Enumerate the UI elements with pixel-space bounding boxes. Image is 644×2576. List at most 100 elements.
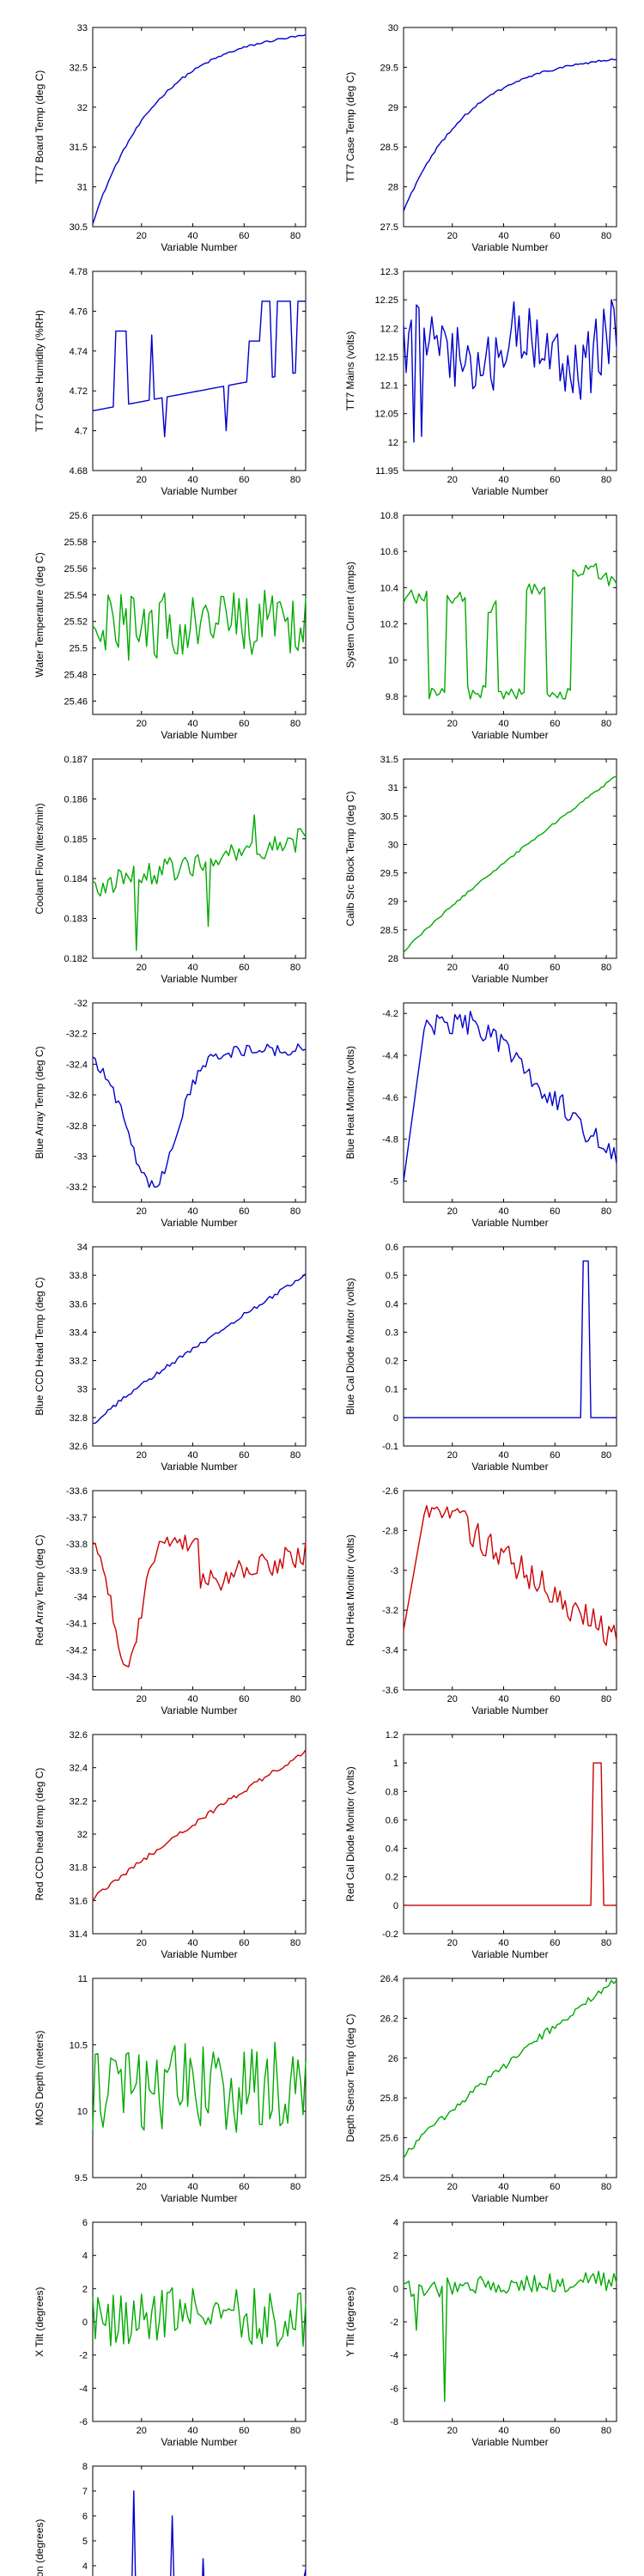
x-axis-label: Variable Number — [471, 1704, 548, 1716]
y-tick-label: 6 — [82, 2512, 88, 2522]
x-tick-label: 80 — [601, 719, 611, 729]
y-tick-label: 0 — [393, 2284, 398, 2294]
y-tick-label: 33.6 — [70, 1299, 88, 1309]
y-tick-label: -3.6 — [382, 1686, 398, 1696]
chart-panel: 20 40 60 80 30.5 31 31.5 32 32.5 33 Variable Numbe… — [33, 23, 307, 253]
chart-panel: 20 40 60 80 -8 -6 -4 -2 0 2 4 Variable Number Y Tilt… — [344, 2218, 617, 2448]
y-axis-label: Red Heat Monitor (volts) — [344, 1534, 356, 1646]
y-tick-label: 10 — [77, 2107, 88, 2117]
y-tick-label: 10.2 — [380, 620, 398, 630]
y-tick-label: -6 — [79, 2417, 88, 2427]
x-tick-label: 60 — [550, 231, 560, 241]
plot-frame — [92, 1734, 307, 1935]
y-tick-label: 0.5 — [386, 1271, 398, 1281]
y-tick-label: 29 — [388, 103, 398, 113]
chart-panel: 20 40 60 80 32.6 32.8 33 33.2 33.4 33.6 33.8 34 Vari… — [33, 1242, 307, 1473]
series-line — [92, 589, 307, 661]
y-tick-label: -6 — [390, 2384, 398, 2394]
x-tick-label: 80 — [601, 475, 611, 485]
y-axis-label: MOS Depth (meters) — [33, 2031, 46, 2126]
y-tick-label: 4 — [393, 2218, 398, 2228]
series-line — [403, 2270, 617, 2403]
series-line — [131, 2490, 307, 2576]
x-tick-label: 20 — [447, 1206, 458, 1217]
x-tick-label: 60 — [239, 1694, 249, 1704]
plot-frame — [403, 1490, 617, 1691]
x-axis-label: Variable Number — [471, 1948, 548, 1960]
x-tick-label: 20 — [447, 1938, 458, 1948]
y-axis-label: Coolant Flow (liters/min) — [33, 803, 46, 914]
y-tick-label: 11 — [78, 1974, 88, 1984]
x-tick-label: 20 — [137, 2182, 147, 2192]
chart-panel: 20 40 60 80 -6 -4 -2 0 2 4 6 Variable Number X Tilt … — [33, 2218, 307, 2448]
y-tick-label: 27.5 — [380, 222, 398, 233]
x-tick-label: 80 — [290, 1694, 301, 1704]
y-tick-label: 4.72 — [70, 386, 88, 397]
y-tick-label: 32.8 — [70, 1413, 88, 1424]
x-tick-label: 40 — [187, 719, 197, 729]
y-tick-label: 34 — [77, 1242, 88, 1253]
y-tick-label: 31.6 — [70, 1896, 88, 1906]
x-tick-label: 80 — [290, 1938, 301, 1948]
x-tick-label: 40 — [187, 231, 197, 241]
chart-panel: 20 40 60 80 9.8 10 10.2 10.4 10.6 10.8 Variable Nu… — [344, 511, 617, 741]
plot-frame — [92, 270, 307, 471]
y-tick-label: 4.74 — [70, 347, 88, 357]
y-tick-label: -4 — [79, 2384, 88, 2394]
x-tick-label: 60 — [239, 2182, 249, 2192]
y-axis-label: TT7 Mains (volts) — [344, 331, 356, 411]
x-tick-label: 60 — [550, 719, 560, 729]
x-axis-label: Variable Number — [161, 2436, 237, 2448]
x-tick-label: 60 — [550, 963, 560, 973]
plot-frame — [92, 1490, 307, 1691]
x-tick-label: 20 — [137, 719, 147, 729]
y-tick-label: -4.6 — [382, 1093, 398, 1103]
x-tick-label: 60 — [239, 1206, 249, 1217]
x-axis-label: Variable Number — [471, 973, 548, 985]
y-axis-label: Inclination (degrees) — [33, 2519, 46, 2576]
chart-panel: 20 40 60 80 -5 -4.8 -4.6 -4.4 -4.2 Variable Numbe… — [344, 1002, 617, 1229]
x-tick-label: 20 — [447, 963, 458, 973]
y-tick-label: -2.8 — [382, 1526, 398, 1536]
y-tick-label: 25.56 — [64, 564, 88, 574]
y-tick-label: -34.3 — [66, 1673, 88, 1683]
x-tick-label: 20 — [137, 1694, 147, 1704]
x-tick-label: 20 — [137, 2426, 147, 2436]
y-tick-label: 4.76 — [70, 307, 88, 317]
plot-frame — [403, 1978, 617, 2178]
y-tick-label: -33 — [74, 1151, 88, 1162]
x-tick-label: 20 — [447, 2182, 458, 2192]
x-tick-label: 80 — [601, 1694, 611, 1704]
x-tick-label: 60 — [550, 1694, 560, 1704]
y-tick-label: -4.8 — [382, 1135, 398, 1145]
y-axis-label: Red Array Temp (deg C) — [33, 1534, 46, 1645]
x-tick-label: 80 — [601, 2182, 611, 2192]
plot-frame — [403, 514, 617, 715]
x-tick-label: 20 — [447, 231, 458, 241]
y-tick-label: 0.187 — [64, 755, 88, 765]
y-tick-label: 25.5 — [70, 644, 88, 654]
y-tick-label: -33.2 — [66, 1182, 88, 1193]
x-tick-label: 60 — [239, 963, 249, 973]
x-tick-label: 20 — [447, 2426, 458, 2436]
chart-panel: 20 40 60 80 -3.6 -3.4 -3.2 -3 -2.8 -2.6 Variable N… — [344, 1486, 617, 1716]
plot-frame — [92, 1246, 307, 1447]
y-tick-label: 0.184 — [64, 874, 88, 884]
x-tick-label: 80 — [601, 963, 611, 973]
x-axis-label: Variable Number — [471, 1461, 548, 1473]
plot-frame — [403, 270, 617, 471]
y-tick-label: 33 — [77, 1385, 88, 1395]
chart-panel: 20 40 60 80 25.4 25.6 25.8 26 26.2 26.4 Variable N… — [344, 1974, 617, 2204]
y-tick-label: -4.4 — [382, 1051, 398, 1061]
x-tick-label: 60 — [550, 475, 560, 485]
x-tick-label: 40 — [498, 963, 508, 973]
y-tick-label: -0.1 — [382, 1442, 398, 1452]
y-tick-label: 25.46 — [64, 697, 88, 708]
series-line — [92, 1273, 307, 1425]
y-tick-label: 0.182 — [64, 954, 88, 964]
y-tick-label: -32 — [74, 999, 88, 1009]
x-axis-label: Variable Number — [161, 729, 237, 741]
x-tick-label: 20 — [447, 1450, 458, 1461]
x-tick-label: 20 — [137, 1938, 147, 1948]
